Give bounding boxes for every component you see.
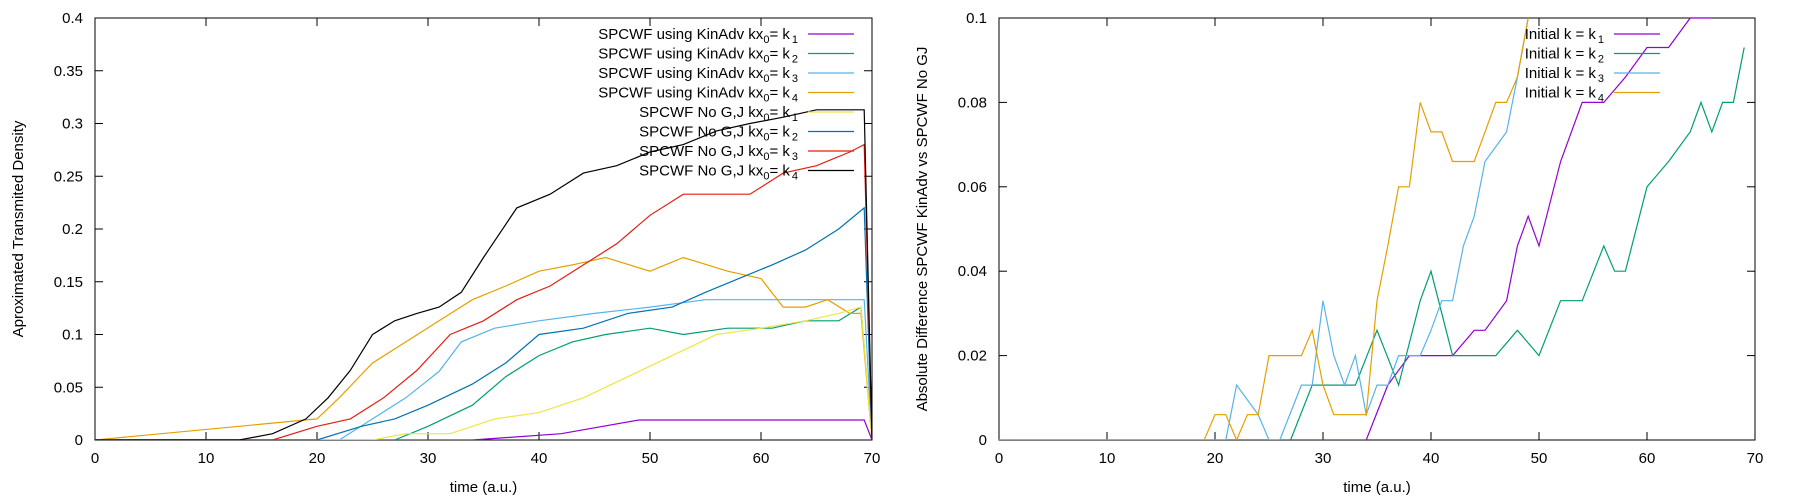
y-axis-label: Aproximated Transmited Density [10,120,27,337]
x-tick-label: 70 [1747,450,1764,467]
x-tick-label: 50 [642,450,659,467]
x-axis-label: time (a.u.) [1343,479,1411,496]
series-line-6 [95,206,872,440]
y-tick-label: 0 [75,432,83,449]
y-tick-label: 0.35 [54,63,83,80]
series-line-2 [95,306,872,440]
y-tick-label: 0 [979,432,987,449]
left-chart-panel: 0 0.05 0.1 0.15 0.2 0.25 0.3 0.35 0.4 0 10 20 30 40 50… [10,10,880,496]
series-line-1 [95,419,872,440]
series-lines [95,109,872,440]
x-tick-label: 0 [91,450,99,467]
series-line-8 [95,109,872,440]
y-tick-label: 0.04 [958,263,987,280]
y-tick-label: 0.4 [62,10,83,27]
x-tick-label: 30 [420,450,437,467]
x-tick-label: 10 [198,450,215,467]
x-tick-label: 60 [1639,450,1656,467]
y-tick-label: 0.02 [958,348,987,365]
y-tick-label: 0.25 [54,168,83,185]
y-tick-label: 0.1 [966,10,987,27]
series-line-1 [999,18,1712,440]
x-tick-label: 0 [995,450,1003,467]
x-axis-label: time (a.u.) [450,479,518,496]
series-line-3 [999,18,1529,440]
x-tick-label: 20 [1207,450,1224,467]
y-tick-label: 0.2 [62,221,83,238]
y-tick-label: 0.3 [62,116,83,133]
series-line-7 [95,143,872,440]
series-line-4 [999,18,1529,440]
x-tick-label: 20 [309,450,326,467]
right-chart-panel: 0 0.02 0.04 0.06 0.08 0.1 0 10 20 30 40 50 60 70 time … [914,10,1763,496]
x-tick-label: 30 [1315,450,1332,467]
series-lines [999,18,1745,440]
y-tick-label: 0.15 [54,274,83,291]
y-tick-label: 0.06 [958,179,987,196]
series-line-5 [95,306,872,440]
plot-frame [998,17,1756,441]
series-line-2 [999,47,1745,440]
x-tick-label: 40 [1423,450,1440,467]
x-tick-label: 70 [864,450,881,467]
y-axis-label: Absolute Difference SPCWF KinAdv vs SPCW… [914,47,931,412]
x-tick-label: 50 [1531,450,1548,467]
y-tick-label: 0.1 [62,327,83,344]
y-tick-label: 0.05 [54,379,83,396]
x-tick-label: 10 [1099,450,1116,467]
series-line-4 [95,256,872,440]
y-tick-label: 0.08 [958,94,987,111]
series-line-3 [95,299,872,440]
x-tick-label: 40 [531,450,548,467]
x-tick-label: 60 [753,450,770,467]
